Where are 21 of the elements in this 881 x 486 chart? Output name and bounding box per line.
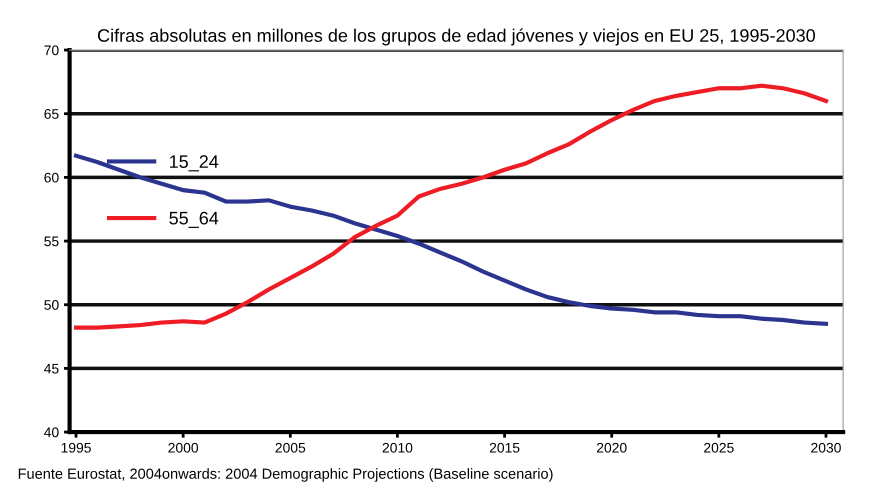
- legend-label: 55_64: [169, 212, 218, 228]
- y-tick-label: 40: [44, 427, 59, 438]
- y-tick-label: 55: [44, 236, 59, 246]
- line-series: [74, 84, 828, 330]
- x-tick-label: 2025: [704, 442, 734, 453]
- x-tick-label: 2020: [596, 442, 627, 453]
- y-tick-label: 70: [44, 45, 59, 56]
- line-series: [74, 154, 828, 326]
- y-tick-label: 45: [44, 364, 59, 374]
- y-tick-label: 50: [44, 300, 59, 310]
- x-tick-label: 2005: [276, 442, 306, 453]
- x-tick-label: 1995: [62, 442, 91, 453]
- chart-title: Cifras absolutas en millones de los grupos de edad jóvenes y viejos en EU 25, 1995-2030: [98, 28, 815, 46]
- legend-label: 15_24: [170, 155, 218, 172]
- y-tick-label: 60: [44, 172, 59, 183]
- x-tick-label: 2015: [490, 442, 520, 453]
- y-tick-label: 65: [44, 109, 59, 119]
- x-tick-label: 2000: [168, 442, 198, 453]
- source-note: Fuente Eurostat, 2004onwards: 2004 Demographic Projections (Baseline scenario): [18, 468, 553, 482]
- x-tick-label: 2030: [811, 442, 841, 453]
- x-tick-label: 2010: [382, 442, 412, 453]
